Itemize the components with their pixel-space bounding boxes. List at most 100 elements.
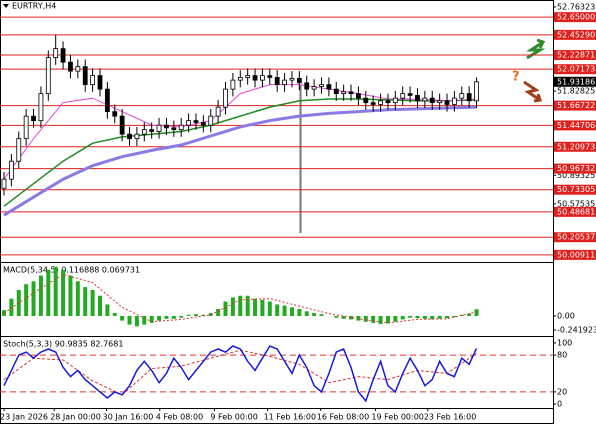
candle-body: [267, 75, 273, 78]
y-tick-label: 51.82825: [557, 87, 595, 96]
candle-body: [466, 93, 472, 102]
candle-body: [459, 93, 465, 99]
macd-bar: [356, 315, 361, 321]
macd-bar: [437, 315, 442, 319]
level-label: 50.96732: [557, 164, 595, 173]
level-label-box: [554, 184, 596, 195]
macd-bar: [46, 269, 51, 316]
price-label-box: [554, 76, 596, 87]
candle-body: [215, 106, 221, 117]
level-label: 52.65000: [557, 13, 595, 22]
price-label: 51.93186: [557, 77, 595, 86]
macd-bar: [171, 315, 176, 319]
macd-bar: [238, 295, 243, 316]
candle-body: [75, 66, 81, 72]
level-label: 51.20973: [557, 142, 595, 151]
up-arrow: [526, 38, 546, 60]
question-mark: ?: [512, 70, 520, 85]
y-tick-label: 50.89325: [557, 171, 595, 180]
level-label-box: [554, 12, 596, 23]
macd-bar: [83, 287, 88, 316]
candle-body: [156, 124, 162, 132]
macd-bar: [267, 301, 272, 316]
candle-body: [178, 124, 184, 131]
macd-bar: [97, 295, 102, 316]
macd-bar: [230, 297, 235, 316]
candle-body: [90, 75, 96, 86]
candle-body: [326, 84, 332, 90]
macd-bar: [9, 298, 14, 316]
macd-bar: [363, 315, 368, 322]
candle-body: [415, 95, 420, 102]
candle-body: [164, 124, 169, 129]
candle-body: [149, 129, 155, 132]
macd-bar: [400, 315, 405, 320]
level-label: 50.00911: [557, 250, 595, 259]
level-label-box: [554, 206, 596, 217]
candle-body: [1, 178, 7, 189]
candle-body: [363, 97, 369, 104]
level-label-box: [554, 120, 596, 131]
candle-body: [289, 77, 295, 81]
y-tick-label: -0.241923: [557, 325, 596, 334]
macd-bar: [349, 315, 354, 320]
candle-body: [97, 75, 103, 90]
candle-body: [16, 138, 22, 162]
macd-bar: [38, 275, 43, 316]
candle-body: [385, 100, 391, 104]
candle-body: [348, 91, 354, 95]
macd-bar: [75, 281, 80, 316]
candle-body: [400, 93, 406, 99]
candle-body: [370, 102, 376, 105]
macd-bar: [179, 315, 184, 318]
macd-bar: [467, 313, 472, 316]
candle-body: [223, 88, 228, 108]
candle-body: [134, 133, 140, 140]
candle-body: [171, 127, 177, 131]
indicator-line: [3, 345, 478, 403]
level-label: 52.07173: [557, 65, 595, 74]
candle-body: [333, 88, 339, 95]
x-tick-label: 30 Jan 16:00: [103, 413, 154, 422]
macd-bar: [90, 289, 95, 316]
candle-body: [208, 115, 214, 126]
macd-bar: [112, 313, 117, 316]
panel-title: MACD(5,34,5) 0.116888 0.069731: [3, 266, 140, 275]
macd-bar: [149, 315, 154, 323]
macd-bar: [334, 315, 339, 318]
macd-bar: [408, 315, 413, 318]
candle-body: [319, 84, 324, 87]
candle-body: [392, 97, 398, 104]
candle-body: [444, 100, 450, 105]
macd-bar: [304, 311, 309, 316]
candle-body: [407, 93, 413, 96]
candle-body: [474, 81, 479, 102]
level-label: 50.73305: [557, 185, 595, 194]
candle-body: [53, 48, 59, 59]
candle-body: [356, 93, 361, 99]
symbol-menu[interactable]: [3, 4, 9, 8]
macd-bar: [105, 304, 110, 316]
indicator-line: [3, 84, 477, 180]
candle-body: [245, 75, 251, 78]
macd-bar: [120, 315, 125, 321]
x-tick-label: 4 Feb 08:00: [156, 413, 203, 422]
candle-body: [45, 57, 51, 95]
macd-bar: [157, 315, 162, 321]
macd-bar: [142, 315, 147, 325]
macd-bar: [319, 314, 324, 316]
candle-body: [193, 120, 199, 123]
macd-bar: [445, 315, 450, 319]
forecast-arrows: ?: [512, 38, 546, 103]
macd-bar: [297, 309, 302, 316]
macd-bar: [164, 315, 169, 319]
y-tick-label: 100: [557, 338, 572, 347]
macd-bar: [68, 275, 73, 316]
macd-bar: [312, 313, 317, 316]
macd-bar: [385, 315, 390, 324]
candle-body: [82, 66, 88, 86]
macd-bar: [31, 281, 36, 316]
candle-body: [260, 75, 265, 81]
macd-bar: [223, 301, 228, 316]
